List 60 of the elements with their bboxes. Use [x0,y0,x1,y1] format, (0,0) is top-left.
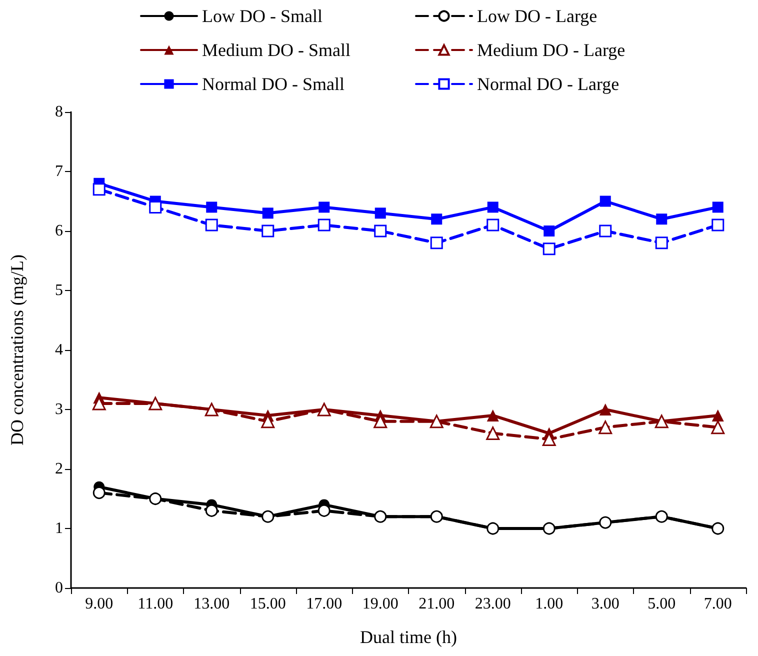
x-tick-label: 9.00 [85,596,114,612]
point [92,183,106,196]
point [711,420,725,434]
point [205,218,218,232]
legend-label: Low DO - Large [477,6,598,26]
y-tick-label: 8 [55,104,63,120]
point [486,218,500,232]
x-tick-label: 17.00 [306,596,342,612]
y-tick-label: 3 [55,401,63,418]
y-tick-label: 0 [55,580,63,596]
point [712,218,724,232]
y-tick-label: 4 [55,342,63,358]
x-tick-label: 11.00 [138,596,174,612]
x-tick-label: 13.00 [194,596,230,612]
point [205,504,218,517]
point [431,214,442,225]
x-tick-label: 19.00 [362,596,398,612]
point [318,218,330,232]
point [599,224,612,238]
point [542,242,556,256]
point [486,409,499,422]
point [374,208,386,219]
point [262,208,274,219]
legend-label: Normal DO - Small [202,74,344,94]
point [92,486,106,500]
point [318,202,330,213]
point [600,196,611,207]
point [656,214,668,225]
legend-label: Low DO - Small [202,6,322,26]
y-tick-label: 5 [55,282,63,299]
point [318,504,330,517]
point [544,226,555,236]
point [149,200,162,214]
x-tick-label: 3.00 [591,596,620,612]
x-tick-label: 5.00 [648,596,676,612]
point [599,404,612,416]
y-axis-title: DO concentrations (mg/L) [7,254,27,446]
point [374,224,387,238]
point [712,409,724,422]
y-tick-label: 6 [55,222,63,240]
y-tick-label: 2 [55,460,63,478]
x-tick-label: 23.00 [474,596,511,612]
x-tick-label: 21.00 [418,596,455,612]
point [430,236,443,250]
legend-label: Medium DO - Large [477,40,626,60]
point [486,426,500,440]
x-axis-title: Dual time (h) [360,627,457,647]
point [262,224,274,238]
point [598,420,612,434]
y-tick-label: 1 [55,520,63,537]
point [655,236,668,250]
x-tick-label: 15.00 [250,596,286,612]
y-tick-label: 7 [55,163,63,180]
point [712,202,724,213]
legend-label: Medium DO - Small [202,40,350,60]
x-tick-label: 1.00 [535,596,564,612]
legend-label: Normal DO - Large [477,74,620,94]
point [487,202,498,213]
x-tick-label: 7.00 [704,596,732,612]
point [206,202,218,213]
